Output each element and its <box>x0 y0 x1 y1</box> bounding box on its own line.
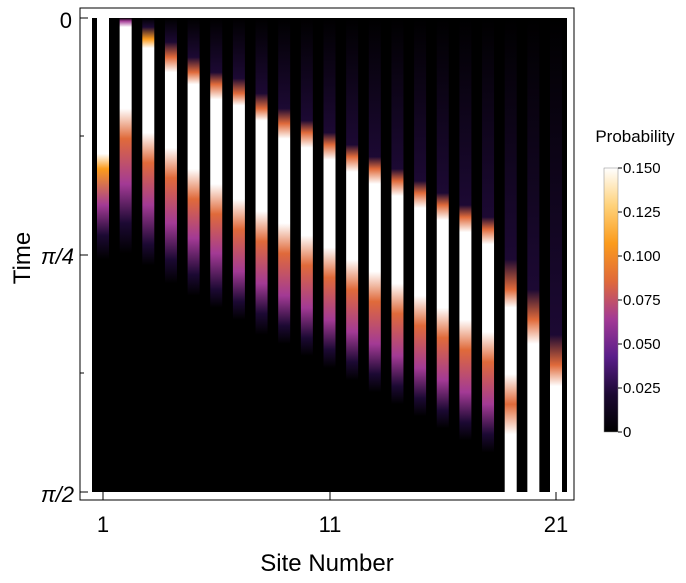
y-tick-label: 0 <box>60 8 72 33</box>
site-column-6 <box>210 18 223 492</box>
y-axis-label: Time <box>9 232 36 284</box>
site-column-20 <box>527 18 540 492</box>
y-tick-label: π/2 <box>41 482 74 507</box>
colorbar: Probability 0 0.025 0.050 0.075 0.100 0.125 0.… <box>595 127 675 441</box>
x-tick-label: 1 <box>97 512 109 537</box>
site-column-5 <box>187 18 200 492</box>
site-column-11 <box>323 18 336 492</box>
site-column-4 <box>164 18 177 492</box>
colorbar-tick-label: 0.075 <box>623 292 661 309</box>
colorbar-tick-label: 0.150 <box>623 160 661 177</box>
colorbar-tick-label: 0.050 <box>623 336 661 353</box>
y-tick-label: π/4 <box>41 244 74 269</box>
heatmap-columns <box>97 18 562 492</box>
site-column-14 <box>391 18 404 492</box>
colorbar-tick-label: 0 <box>623 424 631 441</box>
site-column-15 <box>414 18 427 492</box>
x-tick-label: 21 <box>544 512 568 537</box>
x-axis-label: Site Number <box>260 550 393 577</box>
x-axis: 1 11 21 Site Number <box>97 492 568 577</box>
site-column-21 <box>550 18 562 492</box>
y-axis: 0 π/4 π/2 Time <box>9 8 88 507</box>
site-column-7 <box>232 18 245 492</box>
site-column-10 <box>300 18 313 492</box>
x-tick-label: 11 <box>319 512 342 537</box>
site-column-16 <box>436 18 449 492</box>
site-column-19 <box>504 18 517 492</box>
colorbar-tick-label: 0.100 <box>623 248 661 265</box>
site-column-12 <box>346 18 359 492</box>
colorbar-title: Probability <box>595 127 675 146</box>
colorbar-gradient <box>603 167 619 433</box>
site-column-8 <box>255 18 268 492</box>
site-column-2 <box>119 18 132 492</box>
colorbar-tick-label: 0.125 <box>623 204 661 221</box>
site-column-17 <box>459 18 472 492</box>
site-column-9 <box>278 18 291 492</box>
colorbar-tick-label: 0.025 <box>623 380 661 397</box>
site-column-13 <box>368 18 381 492</box>
colorbar-ticks: 0 0.025 0.050 0.075 0.100 0.125 0.150 <box>618 160 661 441</box>
site-column-18 <box>482 18 495 492</box>
site-column-1 <box>97 18 109 492</box>
site-column-3 <box>142 18 155 492</box>
